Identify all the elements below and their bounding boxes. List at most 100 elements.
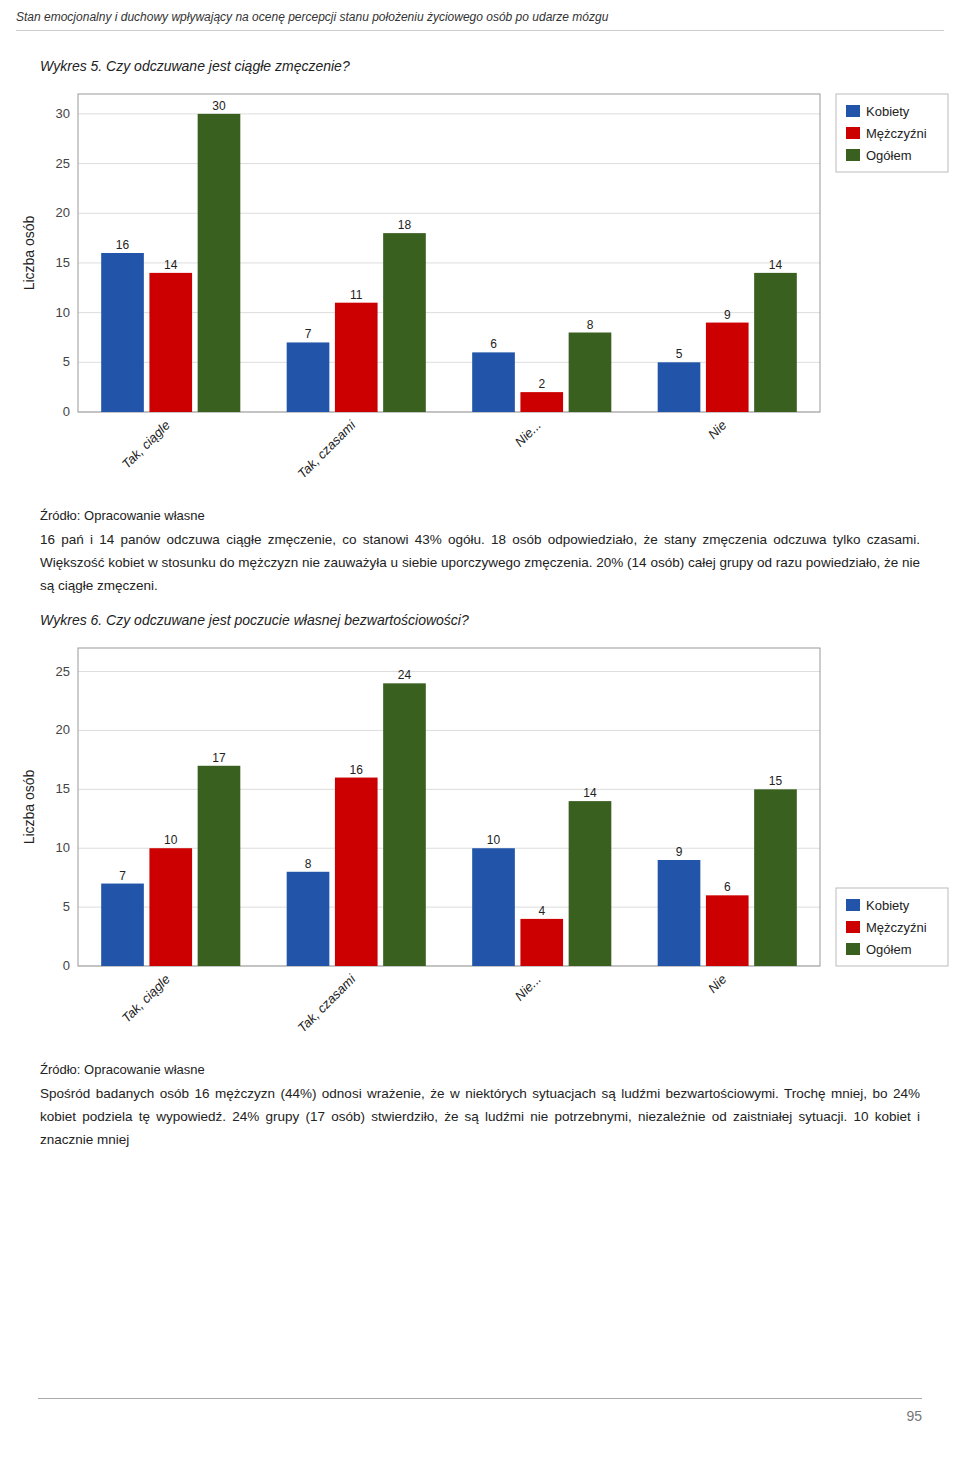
grid-line — [78, 213, 820, 214]
legend-box — [836, 888, 948, 966]
bar — [520, 919, 563, 966]
legend-label: Kobiety — [866, 898, 910, 913]
y-tick-label: 5 — [63, 899, 70, 914]
legend: Kobiety Mężczyźni Ogółem — [836, 94, 948, 172]
data-label: 16 — [350, 762, 364, 776]
bar — [569, 333, 612, 413]
source: Źródło: Opracowanie własne — [40, 1062, 920, 1077]
legend-label: Ogółem — [866, 148, 912, 163]
y-tick-label: 20 — [56, 722, 70, 737]
legend-label: Kobiety — [866, 104, 910, 119]
data-label: 9 — [676, 845, 683, 859]
y-tick-label: 15 — [56, 781, 70, 796]
x-tick-label: Nie — [705, 971, 729, 995]
y-axis: 051015202530 — [56, 106, 820, 419]
legend-swatch — [846, 127, 860, 139]
data-label: 6 — [724, 880, 731, 894]
bar — [383, 683, 426, 966]
legend-swatch — [846, 105, 860, 117]
x-tick-label: Tak, czasami — [294, 417, 359, 482]
data-label: 11 — [350, 288, 363, 302]
y-axis: 0 5 10 15 20 25 — [56, 663, 820, 972]
data-label: 8 — [587, 318, 594, 332]
grid-line — [78, 113, 820, 114]
bars — [101, 683, 797, 966]
page-number: 95 — [906, 1408, 922, 1424]
bar — [706, 323, 749, 412]
data-label: 9 — [724, 308, 731, 322]
chart: 0510152025Liczba osób7810910164617241415… — [0, 632, 960, 1062]
data-label: 7 — [305, 327, 312, 341]
bar — [198, 114, 241, 412]
bar — [101, 883, 144, 965]
bar — [706, 895, 749, 966]
y-tick-label: 0 — [63, 404, 70, 419]
bars — [101, 114, 797, 412]
chart: 051015202530Liczba osób16765141129301881… — [0, 78, 960, 508]
bar — [569, 801, 612, 966]
legend-label: Mężczyźni — [866, 126, 927, 141]
bar — [149, 273, 192, 412]
bar — [335, 777, 378, 965]
data-label: 14 — [164, 258, 178, 272]
data-label: 10 — [164, 833, 178, 847]
data-label: 5 — [676, 347, 683, 361]
x-tick-label: Tak, czasami — [294, 971, 359, 1036]
data-labels: 7810910164617241415 — [119, 668, 782, 918]
y-tick-label: 25 — [56, 663, 70, 678]
bar — [149, 848, 192, 966]
bar — [335, 303, 378, 412]
y-tick-label: 10 — [56, 305, 70, 320]
data-label: 16 — [116, 238, 130, 252]
chart-title: Wykres 5. Czy odczuwane jest ciągłe zmęc… — [40, 58, 920, 74]
data-label: 17 — [212, 751, 226, 765]
y-axis-label: Liczba osób — [21, 215, 37, 290]
bar — [754, 273, 797, 412]
legend: KobietyMężczyźniOgółem — [836, 888, 948, 966]
x-tick-label: Tak, ciągle — [119, 971, 173, 1025]
legend-label: Ogółem — [866, 942, 912, 957]
data-label: 14 — [769, 258, 783, 272]
y-tick-label: 25 — [56, 156, 70, 171]
legend-box — [836, 94, 948, 172]
legend-swatch — [846, 899, 860, 911]
bar — [101, 253, 144, 412]
data-labels: 167651411293018814 — [116, 99, 783, 391]
legend-swatch — [846, 149, 860, 161]
bar — [287, 872, 330, 966]
data-label: 24 — [398, 668, 412, 682]
data-label: 14 — [583, 786, 597, 800]
footer-line — [38, 1398, 922, 1399]
grid-line — [78, 789, 820, 790]
bar — [472, 848, 515, 966]
paragraph: Spośród badanych osób 16 mężczyzn (44%) … — [40, 1083, 920, 1152]
data-label: 6 — [490, 337, 497, 351]
x-tick-label: Tak, ciągle — [119, 418, 173, 472]
x-axis: Tak, ciągle Tak, czasami Nie... Nie — [119, 971, 730, 1036]
bar — [658, 362, 701, 412]
grid-line — [78, 163, 820, 164]
data-label: 2 — [538, 377, 545, 391]
bar — [198, 766, 241, 966]
bar — [520, 392, 563, 412]
y-tick-label: 0 — [63, 958, 70, 973]
y-axis-label: Liczba osób — [21, 769, 37, 844]
data-label: 8 — [305, 857, 312, 871]
bar — [472, 352, 515, 412]
y-tick-label: 5 — [63, 354, 70, 369]
y-tick-label: 20 — [56, 205, 70, 220]
source: Źródło: Opracowanie własne — [40, 508, 920, 523]
content: Wykres 5. Czy odczuwane jest ciągłe zmęc… — [0, 44, 960, 1164]
plot-frame — [78, 94, 820, 412]
legend-swatch — [846, 921, 860, 933]
plot-frame — [78, 648, 820, 966]
y-tick-label: 30 — [56, 106, 70, 121]
data-label: 18 — [398, 218, 412, 232]
data-label: 7 — [119, 868, 126, 882]
x-tick-label: Nie... — [512, 971, 544, 1003]
bar — [754, 789, 797, 966]
x-tick-label: Nie — [705, 418, 729, 442]
bar — [287, 342, 330, 412]
y-tick-label: 15 — [56, 255, 70, 270]
grid-line — [78, 671, 820, 672]
